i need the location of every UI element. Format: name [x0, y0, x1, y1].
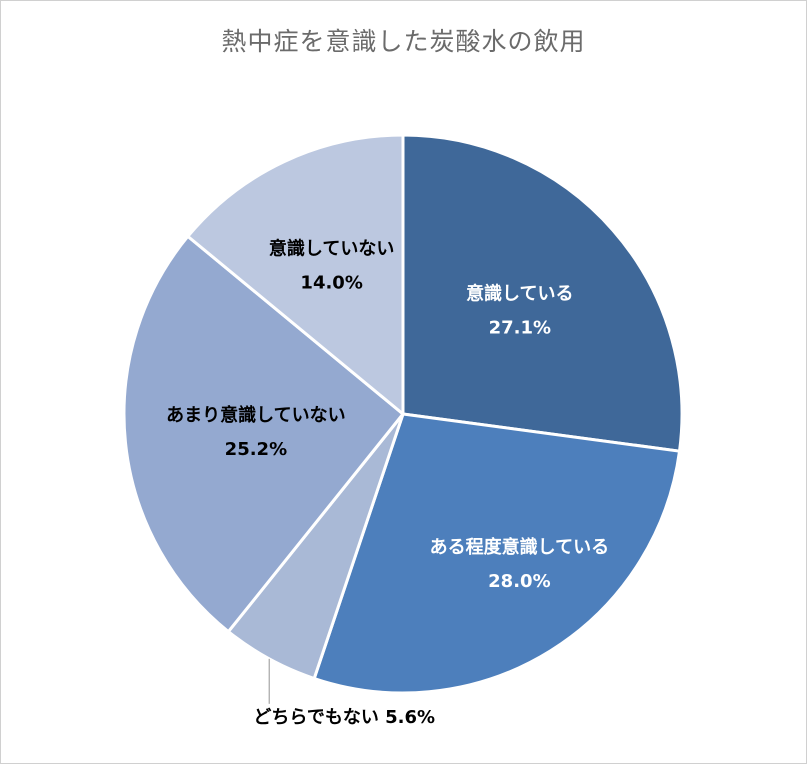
slice-labels: 意識している 27.1% ある程度意識している 28.0% どちらでもない 5.6% あま… [166, 238, 609, 728]
pie-slice [401, 133, 684, 453]
pie-slice [186, 133, 405, 416]
slice-label-value: 5.6% [385, 707, 435, 728]
slice-label-name: 意識していない [269, 238, 394, 260]
slice-label-name: ある程度意識している [430, 536, 609, 558]
pie-slice [122, 234, 405, 634]
slice-label-name: あまり意識していない [166, 404, 345, 426]
slice-label: 意識していない 14.0% [269, 238, 394, 294]
slice-label: あまり意識していない 25.2% [166, 404, 345, 460]
slice-label: ある程度意識している 28.0% [430, 536, 609, 592]
slice-label-name: どちらでもない [253, 707, 385, 728]
pie-slices [122, 133, 684, 695]
slice-label-name: 意識している [466, 282, 573, 304]
slice-label-value: 28.0% [488, 571, 550, 592]
chart-title: 熱中症を意識した炭酸水の飲用 [221, 27, 586, 56]
slice-label-value: 14.0% [300, 273, 362, 294]
slice-label: 意識している 27.1% [466, 282, 573, 338]
slice-label-value: 25.2% [225, 439, 287, 460]
pie-slice [312, 412, 682, 695]
slice-label: どちらでもない 5.6% [253, 707, 435, 728]
slice-label-value: 27.1% [489, 317, 551, 338]
